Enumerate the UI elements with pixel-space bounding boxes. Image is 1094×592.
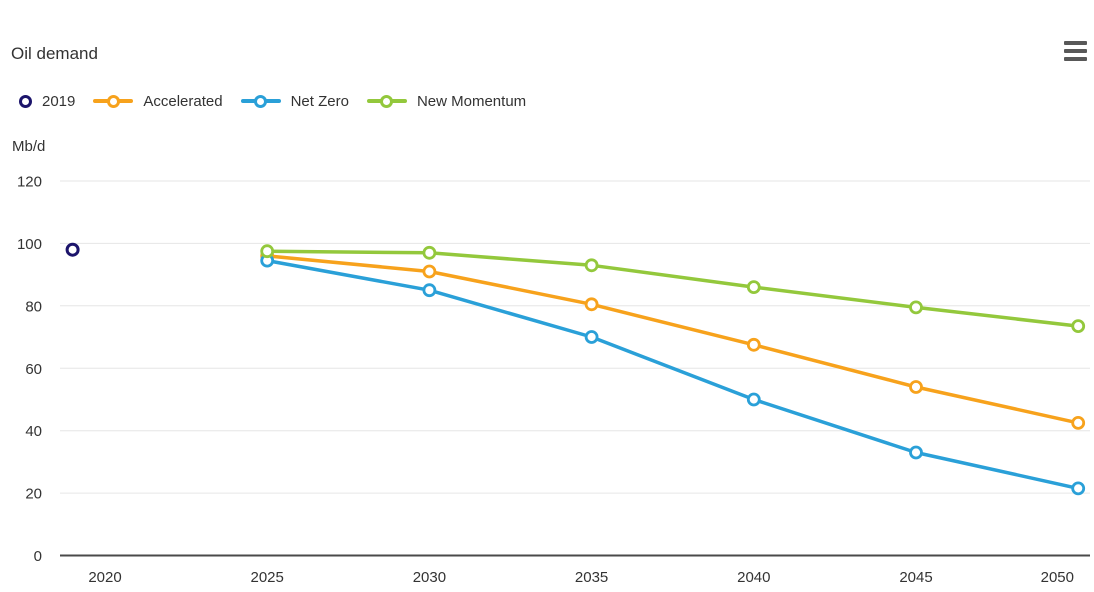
y-axis-tick-label-80: 80 bbox=[25, 298, 42, 315]
data-point-accelerated-2035[interactable] bbox=[584, 297, 599, 312]
data-point-new-momentum-2030[interactable] bbox=[422, 245, 437, 260]
legend-item-accelerated[interactable]: Accelerated bbox=[93, 92, 223, 110]
chart-title: Oil demand bbox=[11, 44, 98, 63]
data-point-2019[interactable] bbox=[65, 242, 80, 257]
legend-label: Net Zero bbox=[290, 92, 349, 110]
legend-line-marker-icon bbox=[366, 94, 407, 108]
data-point-new-momentum-2025[interactable] bbox=[260, 244, 275, 259]
data-point-new-momentum-2040[interactable] bbox=[746, 280, 761, 295]
legend-label: Accelerated bbox=[143, 92, 223, 110]
data-point-net-zero-2050[interactable] bbox=[1071, 481, 1086, 496]
y-axis-tick-label-0: 0 bbox=[34, 548, 42, 565]
y-axis-tick-label-60: 60 bbox=[25, 361, 42, 378]
chart-legend: 2019 Accelerated Net Zero New Momentum bbox=[18, 89, 526, 113]
x-axis-tick-label-2020: 2020 bbox=[88, 569, 121, 586]
x-axis-tick-label-2025: 2025 bbox=[251, 569, 284, 586]
legend-line-marker-icon bbox=[240, 94, 281, 108]
data-point-net-zero-2040[interactable] bbox=[746, 392, 761, 407]
y-axis-unit-label: Mb/d bbox=[12, 138, 46, 155]
x-axis-tick-label-2035: 2035 bbox=[575, 569, 608, 586]
data-point-accelerated-2050[interactable] bbox=[1071, 415, 1086, 430]
legend-item-2019[interactable]: 2019 bbox=[18, 93, 75, 110]
data-point-net-zero-2045[interactable] bbox=[909, 445, 923, 460]
series-line-accelerated bbox=[265, 254, 1080, 425]
chart-context-menu-button[interactable] bbox=[1064, 41, 1087, 61]
x-axis-tick-label-2050: 2050 bbox=[1041, 569, 1074, 586]
hamburger-icon bbox=[1064, 41, 1087, 61]
legend-item-net-zero[interactable]: Net Zero bbox=[240, 92, 349, 110]
data-point-accelerated-2045[interactable] bbox=[909, 380, 923, 394]
data-point-net-zero-2030[interactable] bbox=[422, 283, 437, 298]
legend-label: New Momentum bbox=[416, 92, 527, 110]
x-axis-tick-label-2040: 2040 bbox=[737, 569, 770, 586]
data-point-new-momentum-2035[interactable] bbox=[584, 258, 599, 273]
data-point-new-momentum-2050[interactable] bbox=[1071, 319, 1086, 334]
data-point-net-zero-2035[interactable] bbox=[584, 330, 599, 344]
series-line-new-momentum bbox=[265, 249, 1080, 328]
y-axis-tick-label-40: 40 bbox=[25, 423, 42, 440]
data-point-accelerated-2030[interactable] bbox=[422, 264, 437, 279]
y-axis-tick-label-100: 100 bbox=[17, 236, 42, 253]
x-axis-tick-label-2030: 2030 bbox=[413, 569, 446, 586]
legend-item-new-momentum[interactable]: New Momentum bbox=[366, 92, 527, 110]
series-line-net-zero bbox=[265, 258, 1080, 491]
data-point-new-momentum-2045[interactable] bbox=[909, 300, 923, 315]
legend-label: 2019 bbox=[42, 92, 76, 110]
legend-line-marker-icon bbox=[93, 94, 134, 108]
data-point-accelerated-2040[interactable] bbox=[746, 337, 761, 352]
y-axis-tick-label-20: 20 bbox=[25, 486, 42, 503]
legend-point-marker-icon bbox=[18, 94, 32, 108]
y-axis-tick-label-120: 120 bbox=[17, 174, 42, 191]
x-axis-tick-label-2045: 2045 bbox=[899, 569, 932, 586]
